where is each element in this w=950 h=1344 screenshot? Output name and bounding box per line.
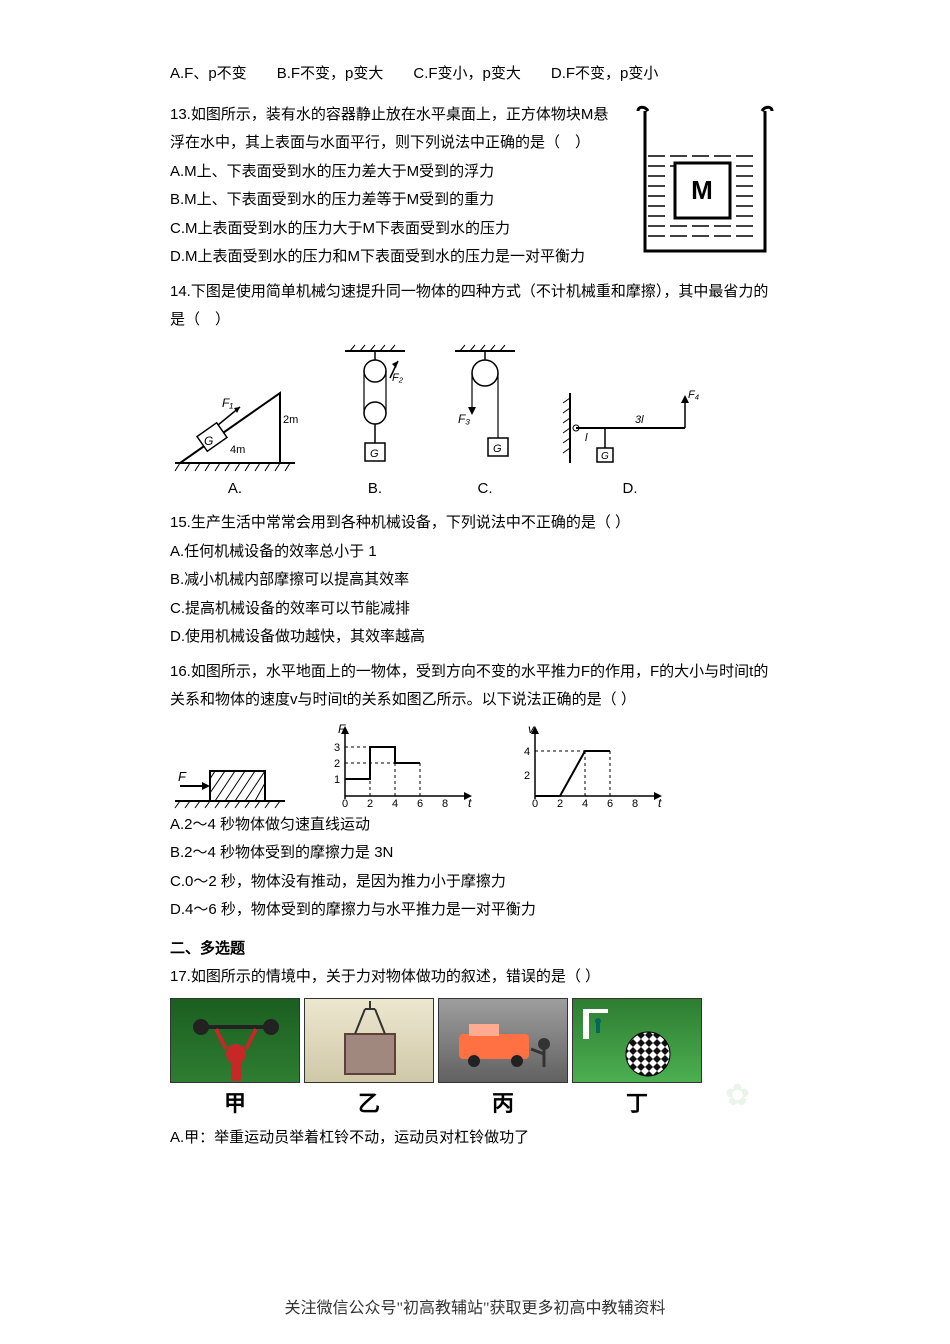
svg-text:F: F bbox=[338, 722, 346, 736]
svg-text:4: 4 bbox=[582, 798, 588, 810]
q16-option-b: B.2～4 秒物体受到的摩擦力是 3N bbox=[170, 839, 780, 868]
svg-text:4m: 4m bbox=[230, 444, 245, 456]
svg-text:G: G bbox=[204, 434, 213, 448]
q17: 17.如图所示的情境中，关于力对物体做功的叙述，错误的是（ ） 甲 bbox=[170, 963, 780, 1153]
page: A.F、p不变 B.F不变，p变大 C.F变小，p变大 D.F不变，p变小 13… bbox=[0, 0, 950, 1344]
svg-text:3l: 3l bbox=[635, 414, 644, 426]
svg-text:G: G bbox=[601, 451, 609, 462]
q17-label-d: 丁 bbox=[572, 1083, 702, 1125]
q14-diagram-d: G F₄ 3l l D. bbox=[560, 383, 700, 504]
svg-text:8: 8 bbox=[442, 798, 448, 810]
svg-text:F₁: F₁ bbox=[222, 396, 233, 410]
q12-option-c: C.F变小，p变大 bbox=[413, 60, 521, 89]
block-label: M bbox=[691, 175, 713, 205]
svg-text:G: G bbox=[370, 448, 379, 460]
q17-labels: 甲 乙 丙 丁 bbox=[170, 1083, 780, 1125]
svg-text:0: 0 bbox=[532, 798, 538, 810]
q15-option-a: A.任何机械设备的效率总小于 1 bbox=[170, 538, 780, 567]
q16-ft-chart: F t 0 2 4 6 8 1 2 3 bbox=[320, 721, 480, 811]
q16-option-d: D.4～6 秒，物体受到的摩擦力与水平推力是一对平衡力 bbox=[170, 896, 780, 925]
q15-option-b: B.减小机械内部摩擦可以提高其效率 bbox=[170, 566, 780, 595]
svg-text:v: v bbox=[528, 722, 535, 736]
q16-option-c: C.0～2 秒，物体没有推动，是因为推力小于摩擦力 bbox=[170, 868, 780, 897]
svg-text:4: 4 bbox=[524, 746, 530, 758]
q15-option-d: D.使用机械设备做功越快，其效率越高 bbox=[170, 623, 780, 652]
svg-text:2: 2 bbox=[524, 770, 530, 782]
svg-text:3: 3 bbox=[334, 742, 340, 754]
svg-text:F₃: F₃ bbox=[458, 412, 470, 426]
svg-text:8: 8 bbox=[632, 798, 638, 810]
page-footer: 关注微信公众号"初高教辅站"获取更多初高中教辅资料 bbox=[0, 1294, 950, 1324]
q16-vt-chart: v t 0 2 4 6 8 2 4 bbox=[510, 721, 670, 811]
q14-label-b: B. bbox=[368, 475, 382, 504]
q13-stem: 13.如图所示，装有水的容器静止放在水平桌面上，正方体物块M悬浮在水中，其上表面… bbox=[170, 101, 620, 158]
q12-option-d: D.F不变，p变小 bbox=[551, 60, 659, 89]
svg-text:2: 2 bbox=[334, 758, 340, 770]
q17-label-c: 丙 bbox=[438, 1083, 568, 1125]
svg-text:6: 6 bbox=[607, 798, 613, 810]
q14-diagram-c: G F₃ C. bbox=[450, 343, 520, 504]
svg-text:0: 0 bbox=[342, 798, 348, 810]
q13-option-d: D.M上表面受到水的压力和M下表面受到水的压力是一对平衡力 bbox=[170, 243, 620, 272]
svg-text:t: t bbox=[468, 796, 472, 810]
section-2-title: 二、多选题 bbox=[170, 935, 780, 964]
q17-label-a: 甲 bbox=[170, 1083, 300, 1125]
q13-option-c: C.M上表面受到水的压力大于M下表面受到水的压力 bbox=[170, 215, 620, 244]
svg-text:l: l bbox=[585, 432, 588, 444]
svg-text:4: 4 bbox=[392, 798, 398, 810]
svg-text:2: 2 bbox=[557, 798, 563, 810]
q14: 14.下图是使用简单机械匀速提升同一物体的四种方式（不计机械重和摩擦），其中最省… bbox=[170, 278, 780, 504]
q12-option-a: A.F、p不变 bbox=[170, 60, 247, 89]
svg-text:6: 6 bbox=[417, 798, 423, 810]
svg-text:F: F bbox=[178, 769, 187, 784]
q15-option-c: C.提高机械设备的效率可以节能减排 bbox=[170, 595, 780, 624]
q14-label-d: D. bbox=[623, 475, 638, 504]
q16-stem: 16.如图所示，水平地面上的一物体，受到方向不变的水平推力F的作用，F的大小与时… bbox=[170, 658, 780, 715]
q17-img-b bbox=[304, 998, 434, 1083]
q15: 15.生产生活中常常会用到各种机械设备，下列说法中不正确的是（ ） A.任何机械… bbox=[170, 509, 780, 652]
q16-block-diagram: F bbox=[170, 751, 290, 811]
q17-img-d bbox=[572, 998, 702, 1083]
q14-label-a: A. bbox=[228, 475, 242, 504]
svg-text:F₄: F₄ bbox=[688, 389, 699, 401]
svg-text:1: 1 bbox=[334, 774, 340, 786]
svg-text:2m: 2m bbox=[283, 414, 298, 426]
q17-option-a: A.甲：举重运动员举着杠铃不动，运动员对杠铃做功了 bbox=[170, 1124, 780, 1153]
q12-option-b: B.F不变，p变大 bbox=[277, 60, 384, 89]
q16-option-a: A.2～4 秒物体做匀速直线运动 bbox=[170, 811, 780, 840]
q17-images bbox=[170, 998, 780, 1083]
q13-option-a: A.M上、下表面受到水的压力差大于M受到的浮力 bbox=[170, 158, 620, 187]
q17-img-c bbox=[438, 998, 568, 1083]
svg-text:G: G bbox=[493, 443, 502, 455]
q14-stem: 14.下图是使用简单机械匀速提升同一物体的四种方式（不计机械重和摩擦），其中最省… bbox=[170, 278, 780, 335]
q13: 13.如图所示，装有水的容器静止放在水平桌面上，正方体物块M悬浮在水中，其上表面… bbox=[170, 101, 780, 272]
svg-text:2: 2 bbox=[367, 798, 373, 810]
q16: 16.如图所示，水平地面上的一物体，受到方向不变的水平推力F的作用，F的大小与时… bbox=[170, 658, 780, 925]
q14-diagram-a: G F₁ 4m 2m A. bbox=[170, 363, 300, 504]
q12-options: A.F、p不变 B.F不变，p变大 C.F变小，p变大 D.F不变，p变小 bbox=[170, 60, 780, 89]
svg-text:t: t bbox=[658, 796, 662, 810]
svg-text:F₂: F₂ bbox=[392, 372, 404, 384]
q14-diagram-b: G F₂ B. bbox=[340, 343, 410, 504]
q17-stem: 17.如图所示的情境中，关于力对物体做功的叙述，错误的是（ ） bbox=[170, 963, 780, 992]
beaker-diagram: M bbox=[630, 101, 780, 261]
q14-label-c: C. bbox=[478, 475, 493, 504]
q15-stem: 15.生产生活中常常会用到各种机械设备，下列说法中不正确的是（ ） bbox=[170, 509, 780, 538]
q13-option-b: B.M上、下表面受到水的压力差等于M受到的重力 bbox=[170, 186, 620, 215]
q17-img-a bbox=[170, 998, 300, 1083]
q17-label-b: 乙 bbox=[304, 1083, 434, 1125]
